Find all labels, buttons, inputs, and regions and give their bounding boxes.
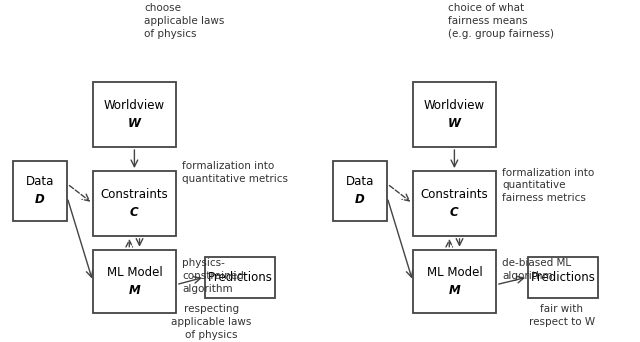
- Text: Worldview
$\boldsymbol{W}$: Worldview $\boldsymbol{W}$: [104, 99, 165, 130]
- FancyBboxPatch shape: [93, 171, 176, 236]
- Text: de-biased ML
algorithm: de-biased ML algorithm: [502, 258, 572, 281]
- Text: respecting
applicable laws
of physics: respecting applicable laws of physics: [171, 304, 252, 340]
- Text: Predictions: Predictions: [531, 271, 596, 284]
- Text: formalization into
quantitative
fairness metrics: formalization into quantitative fairness…: [502, 168, 595, 203]
- Text: Constraints
$\boldsymbol{C}$: Constraints $\boldsymbol{C}$: [100, 188, 168, 219]
- Text: ML Model
$\boldsymbol{M}$: ML Model $\boldsymbol{M}$: [106, 266, 163, 297]
- Text: Data
$\boldsymbol{D}$: Data $\boldsymbol{D}$: [26, 175, 54, 206]
- Text: formalization into
quantitative metrics: formalization into quantitative metrics: [182, 161, 289, 184]
- FancyBboxPatch shape: [413, 171, 496, 236]
- Text: choose
applicable laws
of physics: choose applicable laws of physics: [144, 3, 225, 39]
- FancyBboxPatch shape: [413, 82, 496, 147]
- FancyBboxPatch shape: [93, 250, 176, 313]
- Text: physics-
constrained
algorithm: physics- constrained algorithm: [182, 258, 244, 294]
- Text: Constraints
$\boldsymbol{C}$: Constraints $\boldsymbol{C}$: [420, 188, 488, 219]
- Text: Data
$\boldsymbol{D}$: Data $\boldsymbol{D}$: [346, 175, 374, 206]
- FancyBboxPatch shape: [205, 256, 275, 298]
- FancyBboxPatch shape: [13, 161, 67, 221]
- FancyBboxPatch shape: [333, 161, 387, 221]
- Text: fair with
respect to W: fair with respect to W: [529, 304, 595, 327]
- FancyBboxPatch shape: [528, 256, 598, 298]
- FancyBboxPatch shape: [413, 250, 496, 313]
- Text: choice of what
fairness means
(e.g. group fairness): choice of what fairness means (e.g. grou…: [448, 3, 554, 39]
- Text: ML Model
$\boldsymbol{M}$: ML Model $\boldsymbol{M}$: [426, 266, 483, 297]
- Text: Worldview
$\boldsymbol{W}$: Worldview $\boldsymbol{W}$: [424, 99, 485, 130]
- FancyBboxPatch shape: [93, 82, 176, 147]
- Text: Predictions: Predictions: [207, 271, 273, 284]
